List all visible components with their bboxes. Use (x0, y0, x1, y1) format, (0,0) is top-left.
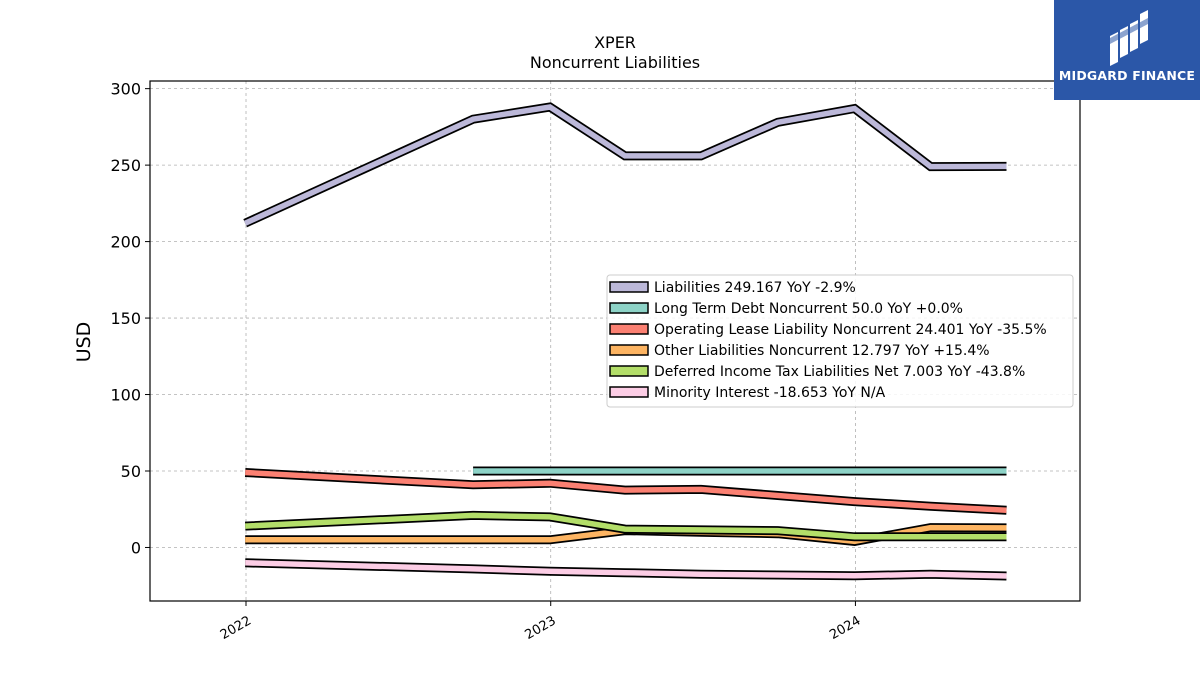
y-axis-label: USD (73, 322, 95, 363)
y-tick-label: 100 (110, 386, 141, 405)
legend-swatch (609, 323, 649, 335)
x-tick-label: 2023 (523, 613, 559, 643)
ticks: 0 50 100 150 200 250 300 2022 2023 2024 (110, 80, 863, 643)
series-line (245, 560, 1007, 579)
series-operating-lease-liability-noncurrent (244, 468, 1007, 515)
legend-swatch (609, 365, 649, 377)
midgard-logo-icon (1110, 10, 1148, 66)
x-tick-label: 2022 (218, 613, 254, 643)
y-tick-label: 50 (121, 462, 141, 481)
y-tick-label: 150 (110, 309, 141, 328)
chart-subtitle: Noncurrent Liabilities (530, 53, 700, 72)
legend-swatch (609, 386, 649, 398)
y-tick-label: 300 (110, 80, 141, 99)
legend-swatch (609, 344, 649, 356)
series-deferred-income-tax-liabilities-net (244, 510, 1007, 542)
legend-swatch (609, 302, 649, 314)
series-liabilities (243, 102, 1007, 228)
logo-text: MIDGARD FINANCE (1058, 68, 1196, 83)
legend-label: Long Term Debt Noncurrent 50.0 YoY +0.0% (654, 301, 963, 317)
legend-label: Other Liabilities Noncurrent 12.797 YoY … (654, 343, 990, 359)
midgard-finance-logo: MIDGARD FINANCE (1054, 0, 1200, 100)
series-minority-interest (245, 558, 1007, 581)
legend: Liabilities 249.167 YoY -2.9% Long Term D… (606, 274, 1074, 408)
series-line (244, 104, 1007, 226)
y-tick-label: 200 (110, 233, 141, 252)
legend-label: Liabilities 249.167 YoY -2.9% (654, 280, 856, 296)
x-tick-label: 2024 (827, 613, 863, 643)
series-line (245, 512, 1007, 540)
y-tick-label: 250 (110, 156, 141, 175)
legend-swatch (609, 281, 649, 293)
plot-frame (149, 80, 1081, 602)
chart-title: XPER (594, 33, 636, 52)
legend-label: Minority Interest -18.653 YoY N/A (654, 385, 886, 401)
legend-box (606, 274, 1074, 408)
y-tick-label: 0 (131, 538, 141, 557)
series-layer (243, 102, 1007, 581)
series-line (245, 469, 1007, 513)
legend-label: Deferred Income Tax Liabilities Net 7.00… (654, 364, 1025, 380)
legend-label: Operating Lease Liability Noncurrent 24.… (654, 322, 1047, 338)
